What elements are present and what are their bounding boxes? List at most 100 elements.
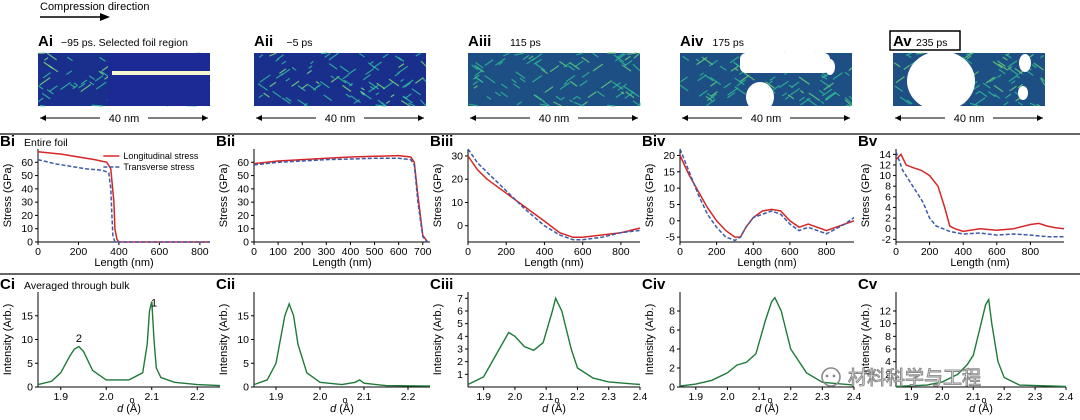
- md-feature: [576, 52, 583, 56]
- md-feature: [367, 62, 380, 71]
- md-feature: [43, 61, 54, 69]
- x-axis-label: d (Å): [969, 402, 993, 415]
- md-feature: [291, 66, 297, 71]
- md-feature: [69, 83, 76, 89]
- md-feature: [420, 60, 427, 67]
- md-feature: [569, 61, 580, 70]
- md-feature: [66, 56, 73, 62]
- md-feature: [979, 90, 988, 98]
- y-axis-label: Intensity (Arb.): [860, 304, 872, 376]
- md-feature: [89, 81, 95, 86]
- md-feature: [95, 81, 107, 90]
- md-feature: [303, 102, 308, 107]
- x-tick-label: 2.2: [783, 391, 798, 403]
- x-tick-label: 1.9: [689, 391, 704, 403]
- md-feature: [1010, 80, 1016, 85]
- x-tick-label: 1.9: [476, 391, 491, 403]
- md-feature: [822, 72, 828, 77]
- md-feature: [339, 65, 349, 73]
- x-tick-label: 600: [151, 246, 169, 258]
- md-feature: [80, 84, 92, 93]
- md-feature: [475, 62, 484, 69]
- md-feature: [734, 86, 746, 95]
- md-feature: [368, 84, 379, 93]
- y-tick-label: 8: [885, 181, 891, 193]
- md-feature: [42, 72, 51, 79]
- angstrom-ring: o: [129, 395, 134, 405]
- md-feature: [894, 85, 903, 92]
- panel-time-label: 175 ps: [713, 37, 745, 49]
- md-feature: [94, 75, 104, 82]
- md-feature: [320, 81, 330, 89]
- y-tick-label: 10: [237, 223, 249, 235]
- y-axis-label: Stress (GPa): [860, 164, 872, 228]
- md-compressed-region: [108, 53, 210, 106]
- panel-label: Cv: [858, 276, 878, 293]
- panel-label: Bv: [858, 133, 878, 150]
- md-feature: [895, 76, 905, 84]
- md-feature: [600, 80, 613, 89]
- md-feature: [633, 52, 641, 59]
- md-feature: [400, 78, 404, 82]
- md-feature: [701, 56, 714, 66]
- y-tick-label: 60: [21, 157, 33, 169]
- md-feature: [825, 97, 830, 101]
- md-feature: [563, 62, 570, 68]
- md-feature: [916, 52, 924, 55]
- y-tick-label: 6: [885, 191, 891, 203]
- panel-label: Bi: [0, 133, 15, 150]
- md-feature: [44, 57, 49, 61]
- x-axis-label: Length (nm): [524, 257, 583, 269]
- md-feature: [420, 99, 427, 107]
- md-feature: [582, 101, 588, 106]
- chart-cii: Cii 1.9 2.0 2.1 2.2 0 5 10 15 d (Å)o Intensity (Ar…: [216, 276, 431, 415]
- md-feature: [798, 76, 810, 85]
- y-tick-label: 4: [885, 202, 891, 214]
- md-feature: [544, 86, 554, 93]
- x-axis-label-var: d: [542, 403, 549, 415]
- md-feature: [484, 59, 494, 66]
- md-feature: [411, 88, 421, 96]
- md-feature: [982, 82, 991, 89]
- md-feature: [474, 69, 483, 77]
- scale-bar-label-bg: [742, 111, 790, 124]
- scale-bar-arrow-icon: [418, 115, 424, 121]
- md-feature: [1017, 83, 1024, 89]
- y-tick-label: 0: [243, 382, 249, 394]
- scale-bar-label: 40 nm: [751, 113, 782, 125]
- scale-bar-arrow-icon: [470, 115, 476, 121]
- x-tick-label: 2.4: [847, 391, 862, 403]
- scale-bar-label: 40 nm: [539, 113, 570, 125]
- md-feature: [800, 97, 811, 106]
- md-feature: [772, 85, 780, 91]
- y-tick-label: 10: [21, 334, 33, 346]
- md-feature: [324, 52, 331, 58]
- md-feature: [308, 65, 313, 69]
- md-feature: [697, 74, 707, 82]
- legend-entry: Transverse stress: [123, 162, 195, 172]
- y-tick-label: 40: [21, 183, 33, 195]
- md-feature: [88, 75, 95, 80]
- y-tick-label: 6: [885, 344, 891, 356]
- md-feature: [98, 70, 104, 75]
- md-feature: [540, 68, 549, 75]
- series-line: [679, 148, 855, 242]
- y-tick-label: 0: [27, 382, 33, 394]
- panel-time-label: 115 ps: [510, 37, 541, 49]
- x-tick-label: 200: [497, 246, 515, 258]
- md-feature: [280, 68, 291, 76]
- md-feature: [734, 77, 745, 86]
- chart-biii: Biii 0 200 400 600 800 0 10 20 30 Length (nm) Stres…: [430, 133, 641, 269]
- md-feature: [699, 72, 704, 77]
- md-feature: [534, 94, 545, 103]
- md-feature: [969, 102, 979, 107]
- md-feature: [501, 83, 508, 89]
- x-tick-label: 600: [781, 246, 799, 258]
- scale-bar-arrow-icon: [40, 115, 46, 121]
- panel-label: Ci: [0, 276, 15, 293]
- md-feature: [397, 65, 409, 74]
- md-feature: [320, 52, 328, 55]
- compression-arrow: Compression direction: [40, 1, 149, 21]
